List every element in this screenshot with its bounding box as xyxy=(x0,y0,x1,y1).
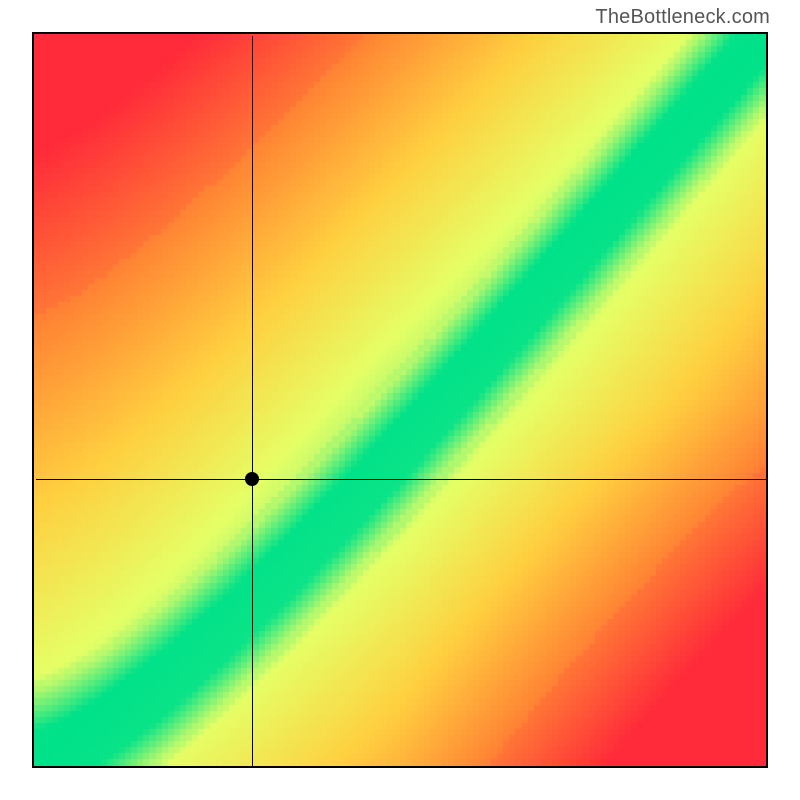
heatmap-canvas xyxy=(34,34,766,766)
crosshair-vertical xyxy=(252,36,253,768)
heatmap-plot xyxy=(32,32,768,768)
crosshair-marker xyxy=(245,472,259,486)
watermark-text: TheBottleneck.com xyxy=(595,6,770,29)
crosshair-horizontal xyxy=(36,479,768,480)
